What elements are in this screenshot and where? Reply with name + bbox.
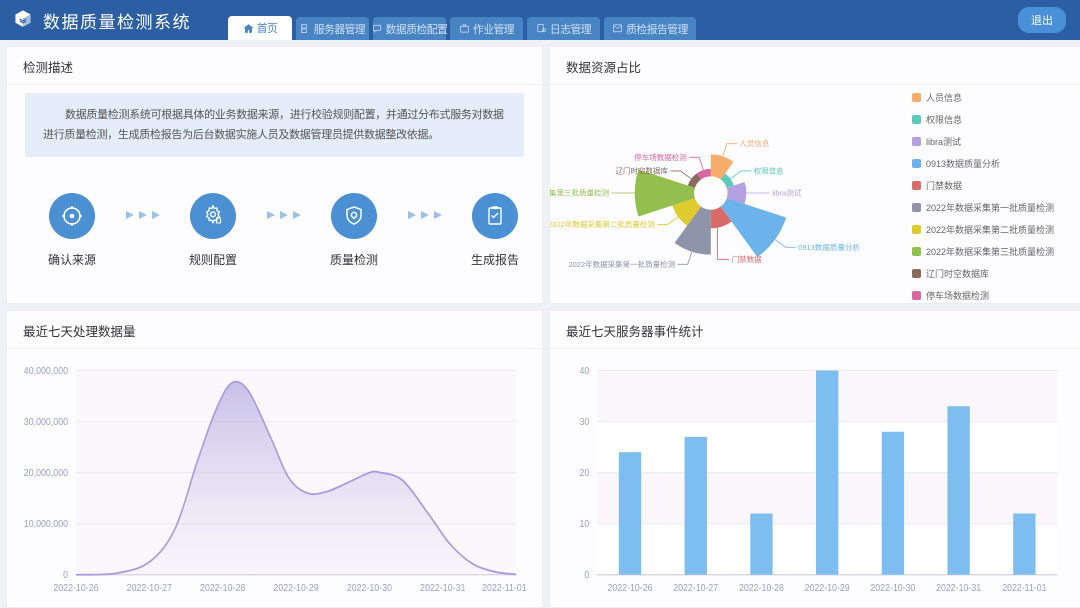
svg-text:10: 10 bbox=[580, 519, 590, 531]
svg-text:2022-10-27: 2022-10-27 bbox=[127, 582, 172, 594]
svg-text:权限信息: 权限信息 bbox=[754, 165, 784, 175]
svg-text:2022-10-29: 2022-10-29 bbox=[273, 582, 318, 594]
svg-text:20: 20 bbox=[580, 467, 590, 479]
svg-text:辽门时空数据库: 辽门时空数据库 bbox=[615, 165, 668, 175]
svg-text:停车场数据检测: 停车场数据检测 bbox=[634, 152, 687, 162]
svg-text:2022-10-28: 2022-10-28 bbox=[200, 582, 245, 594]
svg-text:2022-10-26: 2022-10-26 bbox=[53, 582, 98, 594]
svg-text:2022-10-30: 2022-10-30 bbox=[870, 582, 915, 594]
svg-text:2022-10-31: 2022-10-31 bbox=[936, 582, 981, 594]
svg-text:2022年数据采集第二批质量检测: 2022年数据采集第二批质量检测 bbox=[550, 219, 655, 229]
svg-text:2022-10-28: 2022-10-28 bbox=[739, 582, 784, 594]
svg-text:门禁数据: 门禁数据 bbox=[732, 254, 762, 264]
svg-text:0: 0 bbox=[584, 570, 589, 582]
svg-text:2022年数据采集第三批质量检测: 2022年数据采集第三批质量检测 bbox=[550, 188, 609, 198]
svg-text:40,000,000: 40,000,000 bbox=[24, 365, 68, 377]
svg-text:2022-10-31: 2022-10-31 bbox=[420, 582, 465, 594]
svg-text:2022-10-29: 2022-10-29 bbox=[805, 582, 850, 594]
svg-text:libra测试: libra测试 bbox=[772, 188, 802, 198]
svg-text:40: 40 bbox=[580, 365, 590, 377]
svg-text:0913数据质量分析: 0913数据质量分析 bbox=[798, 242, 860, 252]
svg-text:10,000,000: 10,000,000 bbox=[24, 519, 68, 531]
svg-text:20,000,000: 20,000,000 bbox=[24, 467, 68, 479]
svg-text:2022-10-26: 2022-10-26 bbox=[608, 582, 653, 594]
svg-text:人员信息: 人员信息 bbox=[739, 138, 769, 148]
svg-text:2022-10-27: 2022-10-27 bbox=[673, 582, 718, 594]
svg-text:30,000,000: 30,000,000 bbox=[24, 416, 68, 428]
svg-text:2022年数据采集第一批质量检测: 2022年数据采集第一批质量检测 bbox=[568, 259, 675, 269]
svg-text:0: 0 bbox=[63, 570, 68, 582]
svg-text:2022-11-01: 2022-11-01 bbox=[482, 582, 526, 594]
svg-text:30: 30 bbox=[580, 416, 590, 428]
svg-text:2022-11-01: 2022-11-01 bbox=[1002, 582, 1046, 594]
svg-text:2022-10-30: 2022-10-30 bbox=[347, 582, 392, 594]
